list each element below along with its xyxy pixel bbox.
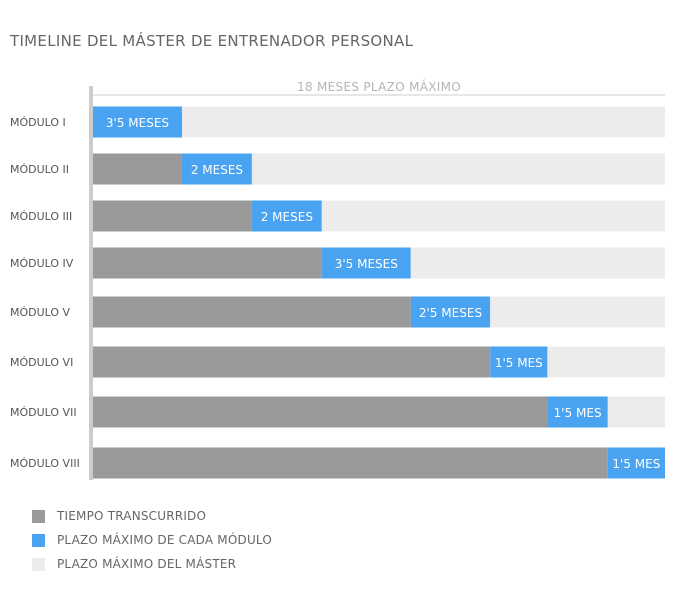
data-label: 2'5 MESES	[419, 306, 482, 320]
bar-module	[410, 296, 491, 328]
legend-label-module: PLAZO MÁXIMO DE CADA MÓDULO	[57, 533, 273, 547]
legend-label-total: PLAZO MÁXIMO DEL MÁSTER	[57, 557, 237, 571]
data-label: 1'5 MES	[612, 457, 660, 471]
chart-title: TIMELINE DEL MÁSTER DE ENTRENADOR PERSON…	[10, 32, 414, 50]
category-label: MÓDULO VI	[10, 356, 73, 369]
legend: TIEMPO TRANSCURRIDO PLAZO MÁXIMO DE CADA…	[32, 504, 272, 576]
legend-item-total: PLAZO MÁXIMO DEL MÁSTER	[32, 552, 272, 576]
bar-module	[607, 447, 665, 479]
bar-module	[490, 346, 548, 378]
data-label: 3'5 MESES	[335, 257, 398, 271]
data-label: 1'5 MES	[554, 406, 602, 420]
category-label: MÓDULO III	[10, 210, 72, 223]
timeline-chart: 18 MESES PLAZO MÁXIMO MÓDULO I 3'5 MESES MÓ…	[10, 79, 665, 480]
legend-label-elapsed: TIEMPO TRANSCURRIDO	[57, 509, 207, 523]
bar-remaining	[181, 106, 665, 138]
bar-module	[181, 153, 252, 185]
bar-module	[93, 106, 182, 138]
bar-elapsed	[93, 153, 182, 185]
bar-elapsed	[93, 396, 548, 428]
start-axis-line	[89, 86, 93, 480]
category-label: MÓDULO IV	[10, 257, 74, 270]
bar-elapsed	[93, 247, 322, 279]
legend-item-elapsed: TIEMPO TRANSCURRIDO	[32, 504, 272, 528]
legend-swatch-module	[32, 533, 45, 547]
legend-swatch-elapsed	[32, 509, 45, 523]
bar-remaining	[490, 296, 665, 328]
category-label: MÓDULO V	[10, 306, 71, 319]
data-label: 2 MESES	[191, 163, 243, 177]
category-label: MÓDULO II	[10, 163, 69, 176]
category-label: MÓDULO I	[10, 116, 66, 129]
data-label: 2 MESES	[261, 210, 313, 224]
bar-remaining	[410, 247, 665, 279]
legend-swatch-total	[32, 557, 45, 571]
bar-remaining	[251, 153, 665, 185]
bar-remaining	[607, 396, 665, 428]
category-label: MÓDULO VII	[10, 406, 77, 419]
total-duration-label: 18 MESES PLAZO MÁXIMO	[297, 79, 461, 94]
category-label: MÓDULO VIII	[10, 457, 80, 470]
bar-module	[251, 200, 322, 232]
legend-item-module: PLAZO MÁXIMO DE CADA MÓDULO	[32, 528, 272, 552]
bar-elapsed	[93, 346, 491, 378]
bar-module	[321, 247, 411, 279]
data-label: 3'5 MESES	[106, 116, 169, 130]
data-label: 1'5 MES	[495, 356, 543, 370]
bar-module	[547, 396, 608, 428]
bar-remaining	[321, 200, 665, 232]
bar-elapsed	[93, 200, 252, 232]
bar-remaining	[547, 346, 665, 378]
bar-elapsed	[93, 447, 608, 479]
bar-elapsed	[93, 296, 411, 328]
